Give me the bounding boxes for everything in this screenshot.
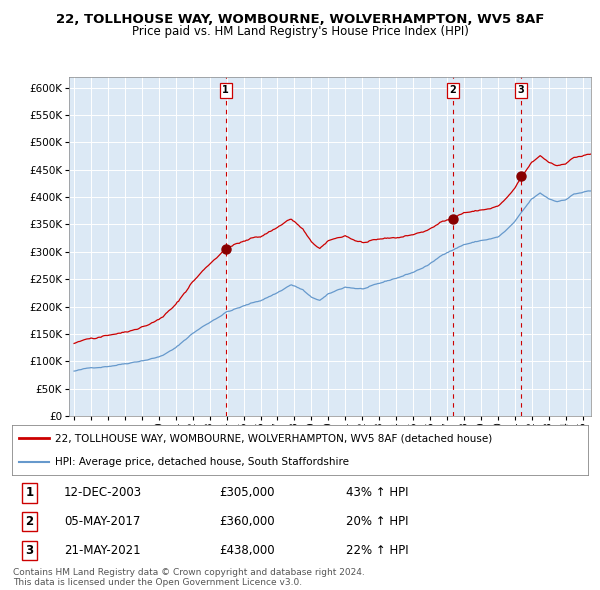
- Text: 2: 2: [25, 515, 34, 528]
- Text: 3: 3: [25, 544, 34, 557]
- Text: 43% ↑ HPI: 43% ↑ HPI: [346, 486, 409, 499]
- Text: 22% ↑ HPI: 22% ↑ HPI: [346, 544, 409, 557]
- Text: HPI: Average price, detached house, South Staffordshire: HPI: Average price, detached house, Sout…: [55, 457, 349, 467]
- Text: 22, TOLLHOUSE WAY, WOMBOURNE, WOLVERHAMPTON, WV5 8AF (detached house): 22, TOLLHOUSE WAY, WOMBOURNE, WOLVERHAMP…: [55, 433, 493, 443]
- Text: £360,000: £360,000: [220, 515, 275, 528]
- Text: Contains HM Land Registry data © Crown copyright and database right 2024.: Contains HM Land Registry data © Crown c…: [13, 568, 365, 576]
- Text: 12-DEC-2003: 12-DEC-2003: [64, 486, 142, 499]
- Text: 22, TOLLHOUSE WAY, WOMBOURNE, WOLVERHAMPTON, WV5 8AF: 22, TOLLHOUSE WAY, WOMBOURNE, WOLVERHAMP…: [56, 13, 544, 26]
- Text: This data is licensed under the Open Government Licence v3.0.: This data is licensed under the Open Gov…: [13, 578, 302, 587]
- Text: £438,000: £438,000: [220, 544, 275, 557]
- Text: 05-MAY-2017: 05-MAY-2017: [64, 515, 140, 528]
- Text: £305,000: £305,000: [220, 486, 275, 499]
- Text: 20% ↑ HPI: 20% ↑ HPI: [346, 515, 409, 528]
- Text: Price paid vs. HM Land Registry's House Price Index (HPI): Price paid vs. HM Land Registry's House …: [131, 25, 469, 38]
- Text: 1: 1: [25, 486, 34, 499]
- Text: 1: 1: [223, 86, 229, 96]
- Text: 21-MAY-2021: 21-MAY-2021: [64, 544, 140, 557]
- Text: 3: 3: [518, 86, 524, 96]
- Text: 2: 2: [449, 86, 456, 96]
